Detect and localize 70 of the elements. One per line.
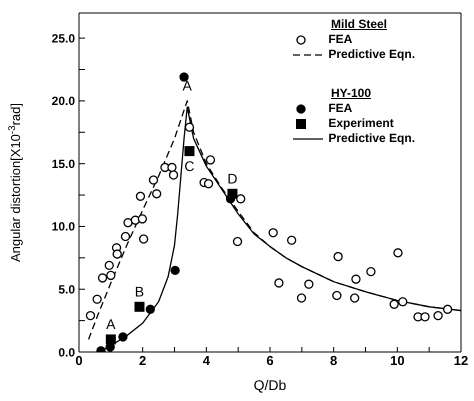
point: [442, 304, 452, 314]
x-tick-label: 10: [390, 353, 405, 368]
point: [304, 280, 314, 289]
y-tick-label: 20.0: [52, 94, 76, 108]
y-tick-label: 25.0: [52, 31, 76, 46]
y-tick-label: 10.0: [52, 220, 76, 234]
point: [92, 294, 102, 304]
point: [184, 122, 194, 132]
point: [420, 312, 430, 322]
x-tick-label: 0: [75, 353, 83, 368]
x-axis-title: Q/Db: [254, 377, 287, 393]
point: [138, 234, 148, 244]
annotation: A: [182, 78, 193, 94]
annotation: A: [106, 316, 116, 332]
y-tick-label: 0.0: [58, 345, 76, 360]
point: [106, 334, 116, 344]
point: [123, 218, 133, 228]
legend-label: Predictive Eqn.: [328, 47, 416, 61]
point: [104, 260, 114, 270]
legend-label: FEA: [328, 101, 352, 115]
point: [167, 162, 177, 172]
point: [136, 192, 146, 201]
y-tick-label: 15.0: [52, 156, 76, 171]
point: [286, 236, 296, 245]
x-tick-label: 4: [202, 353, 211, 368]
point: [332, 290, 342, 300]
legend-title: Mild Steel: [331, 17, 388, 32]
point: [170, 266, 180, 276]
point: [112, 249, 122, 259]
annotation: D: [227, 170, 238, 187]
x-tick-label: 2: [139, 353, 146, 368]
point: [390, 300, 399, 309]
annotation: C: [184, 158, 195, 174]
point: [204, 179, 214, 188]
annotation: HY-100: [331, 86, 372, 101]
x-tick-label: 8: [330, 353, 338, 368]
annotation: B: [134, 284, 144, 300]
point: [433, 310, 443, 320]
legend-label: Predictive Eqn.: [328, 131, 416, 145]
point: [296, 293, 306, 303]
x-tick-label: 6: [266, 353, 274, 368]
point: [268, 228, 278, 238]
point: [398, 297, 408, 306]
point: [106, 270, 116, 280]
point: [86, 310, 96, 320]
point: [232, 236, 242, 246]
point: [120, 232, 130, 242]
x-tick-label: 12: [454, 353, 468, 368]
legend-label: Experiment: [328, 116, 394, 130]
legend-label: FEA: [328, 32, 352, 46]
point: [146, 304, 155, 314]
point: [274, 278, 284, 288]
point: [168, 170, 178, 180]
point: [134, 302, 144, 312]
point: [152, 189, 162, 198]
point: [366, 266, 376, 276]
point: [393, 248, 403, 258]
point: [138, 214, 147, 224]
point: [118, 332, 128, 342]
point: [148, 175, 158, 185]
point: [179, 72, 189, 82]
point: [350, 293, 360, 303]
point: [206, 155, 216, 165]
point: [351, 274, 361, 284]
point: [236, 194, 246, 204]
y-tick-label: 5.0: [58, 282, 76, 296]
point: [333, 252, 343, 262]
point: [184, 146, 194, 156]
point: [98, 273, 108, 283]
point: [227, 188, 238, 199]
